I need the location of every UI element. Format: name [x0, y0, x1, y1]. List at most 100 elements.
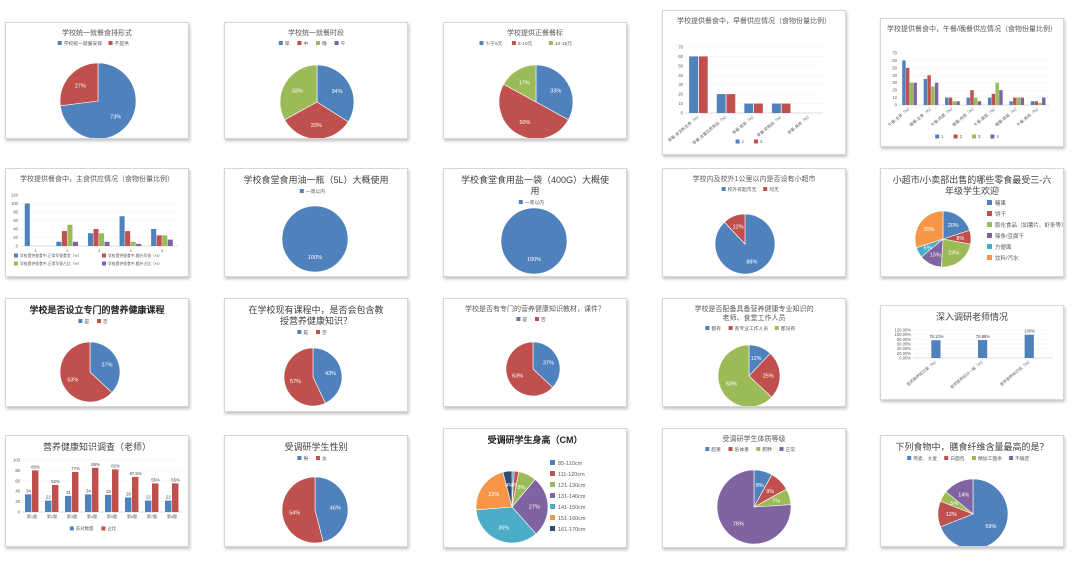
slice-label: 76%: [733, 522, 744, 528]
y-tick-label: 0: [18, 510, 21, 515]
pie-slice: [914, 210, 944, 249]
y-tick-label: 0: [16, 244, 19, 249]
chart-svg: 学校统一就餐安排 不提供 73% 27%: [57, 40, 137, 138]
legend-label: 占比: [107, 525, 116, 532]
bar: [948, 97, 953, 105]
chart-svg: 010203040506070午餐-主食（%）晚餐-主食（%）午餐-肉类（%）晚…: [886, 51, 1049, 139]
legend-swatch: [763, 187, 768, 191]
legend-label: 辣条/豆腐干: [995, 232, 1025, 240]
chart-card-20: 下列食物中，膳食纤维含量最高的是？ 燕麦、大麦 白面包 精加工面条 不确定 69% 12% 5…: [880, 435, 1064, 547]
bar: [72, 471, 79, 512]
legend-swatch: [1009, 456, 1013, 460]
data-label: 33: [106, 489, 111, 494]
bar: [744, 103, 754, 113]
bar: [698, 56, 708, 113]
slice-label: 13%: [930, 252, 941, 258]
legend-label: 85-110cm: [558, 461, 582, 467]
pie-slice: [505, 341, 554, 397]
legend-swatch: [728, 326, 733, 330]
legend-swatch: [987, 222, 992, 227]
slice-label: 7%: [772, 499, 780, 505]
chart-title: 学校是否设立专门的营养健康课程: [29, 305, 165, 315]
pie-slice: [748, 352, 781, 398]
x-tick-label: 早餐-蔬菜（%）: [731, 112, 757, 135]
y-tick-label: 80.00%: [897, 337, 911, 342]
bar: [726, 94, 736, 113]
pie-slice: [717, 344, 773, 406]
legend-swatch: [14, 261, 18, 266]
chart-card-5: 学校提供餐食中，午餐/晚餐供应情况（食物份量比例） 0 10 20 30 40 50 60 70…: [880, 18, 1064, 147]
pie-slice: [475, 471, 513, 511]
legend-swatch: [550, 515, 555, 520]
bar: [1020, 97, 1025, 105]
legend-swatch: [316, 456, 320, 460]
legend-label: 否: [322, 330, 327, 336]
pie-slice: [940, 238, 971, 268]
chart-card-9: 学校内及校外1公里以内是否设有小超市 校外有超市无 均无 88% 12%: [662, 168, 846, 277]
legend-swatch: [479, 41, 484, 45]
chart-svg: 一周以内 100%: [281, 188, 349, 273]
slice-label: 37%: [543, 360, 554, 366]
y-tick-label: 120.00%: [894, 328, 911, 333]
chart-svg: 0 20 40 60 80 100 34 80% 第1题 22 52% 第2题 31 77% 第3题 34 85…: [13, 458, 182, 532]
chart-title: 学校提供正餐餐标: [507, 30, 563, 37]
bar: [923, 79, 928, 105]
x-tick-label: 第1题: [27, 513, 37, 519]
legend-label: 10-15元: [555, 41, 572, 47]
legend-swatch: [987, 211, 992, 216]
slice-label: 73%: [110, 115, 121, 121]
y-tick-label: 70: [678, 45, 683, 50]
x-tick-label: 老师营养知识一般（%）: [948, 357, 985, 390]
x-tick-label: 老师营养知识低（%）: [998, 357, 1032, 387]
legend-label: 1: [941, 134, 944, 139]
legend-swatch: [972, 456, 976, 460]
x-tick-label: 早餐-奶制品（%）: [755, 112, 784, 138]
x-tick-label: 第8题: [167, 513, 177, 519]
legend-label: 不提供: [115, 40, 130, 47]
chart-svg: 校外有超市无 均无 88% 12%: [714, 186, 779, 275]
x-tick-label: 第3题: [67, 513, 77, 519]
x-tick-label: 第5题: [107, 513, 117, 519]
chart-title: 营养健康知识调查（老师）: [42, 442, 151, 452]
legend-label: 是: [522, 317, 527, 323]
slice-label: 37%: [102, 363, 113, 369]
legend-swatch: [987, 244, 992, 249]
bar: [172, 483, 179, 512]
bar: [689, 56, 699, 113]
pie-slice: [314, 476, 349, 543]
data-label: 34: [86, 488, 91, 493]
pie-slice: [724, 213, 746, 245]
bar: [32, 470, 39, 512]
chart-svg: 都有 有专业工作人员 都没有 12% 25% 63%: [705, 325, 795, 406]
bar: [65, 495, 72, 512]
chart-card-12: 在学校现有课程中，是否会包含教 授营养健康知识？ 是 否 43% 57%: [224, 298, 408, 412]
bar: [902, 60, 906, 105]
legend-label: 女: [322, 455, 327, 462]
pie-slice: [502, 470, 513, 508]
legend-swatch: [550, 526, 555, 531]
bar: [132, 476, 139, 512]
bar: [165, 500, 172, 512]
bar: [85, 494, 92, 512]
bar: [45, 500, 52, 512]
x-tick-label: 2: [66, 248, 69, 253]
x-tick-label: 第7题: [147, 513, 157, 519]
bar: [52, 484, 59, 512]
x-tick-label: 5: [161, 248, 164, 253]
legend-swatch: [987, 200, 992, 205]
slice-label: 50%: [519, 120, 530, 126]
data-label: 52%: [51, 479, 60, 484]
data-label: 67.5%: [130, 471, 142, 476]
bar: [1024, 334, 1034, 358]
bar: [1034, 101, 1038, 105]
bar: [974, 97, 978, 105]
y-tick-label: 30: [678, 82, 683, 87]
slice-label: 5%: [950, 501, 958, 507]
x-tick-label: 早餐-其他（%）: [786, 112, 812, 135]
bar: [781, 103, 791, 113]
x-tick-label: 1: [35, 248, 38, 253]
bar: [977, 101, 982, 105]
slice-label: 8%: [756, 483, 764, 489]
y-tick-label: 10: [892, 95, 897, 100]
slice-label: 27%: [75, 83, 86, 89]
